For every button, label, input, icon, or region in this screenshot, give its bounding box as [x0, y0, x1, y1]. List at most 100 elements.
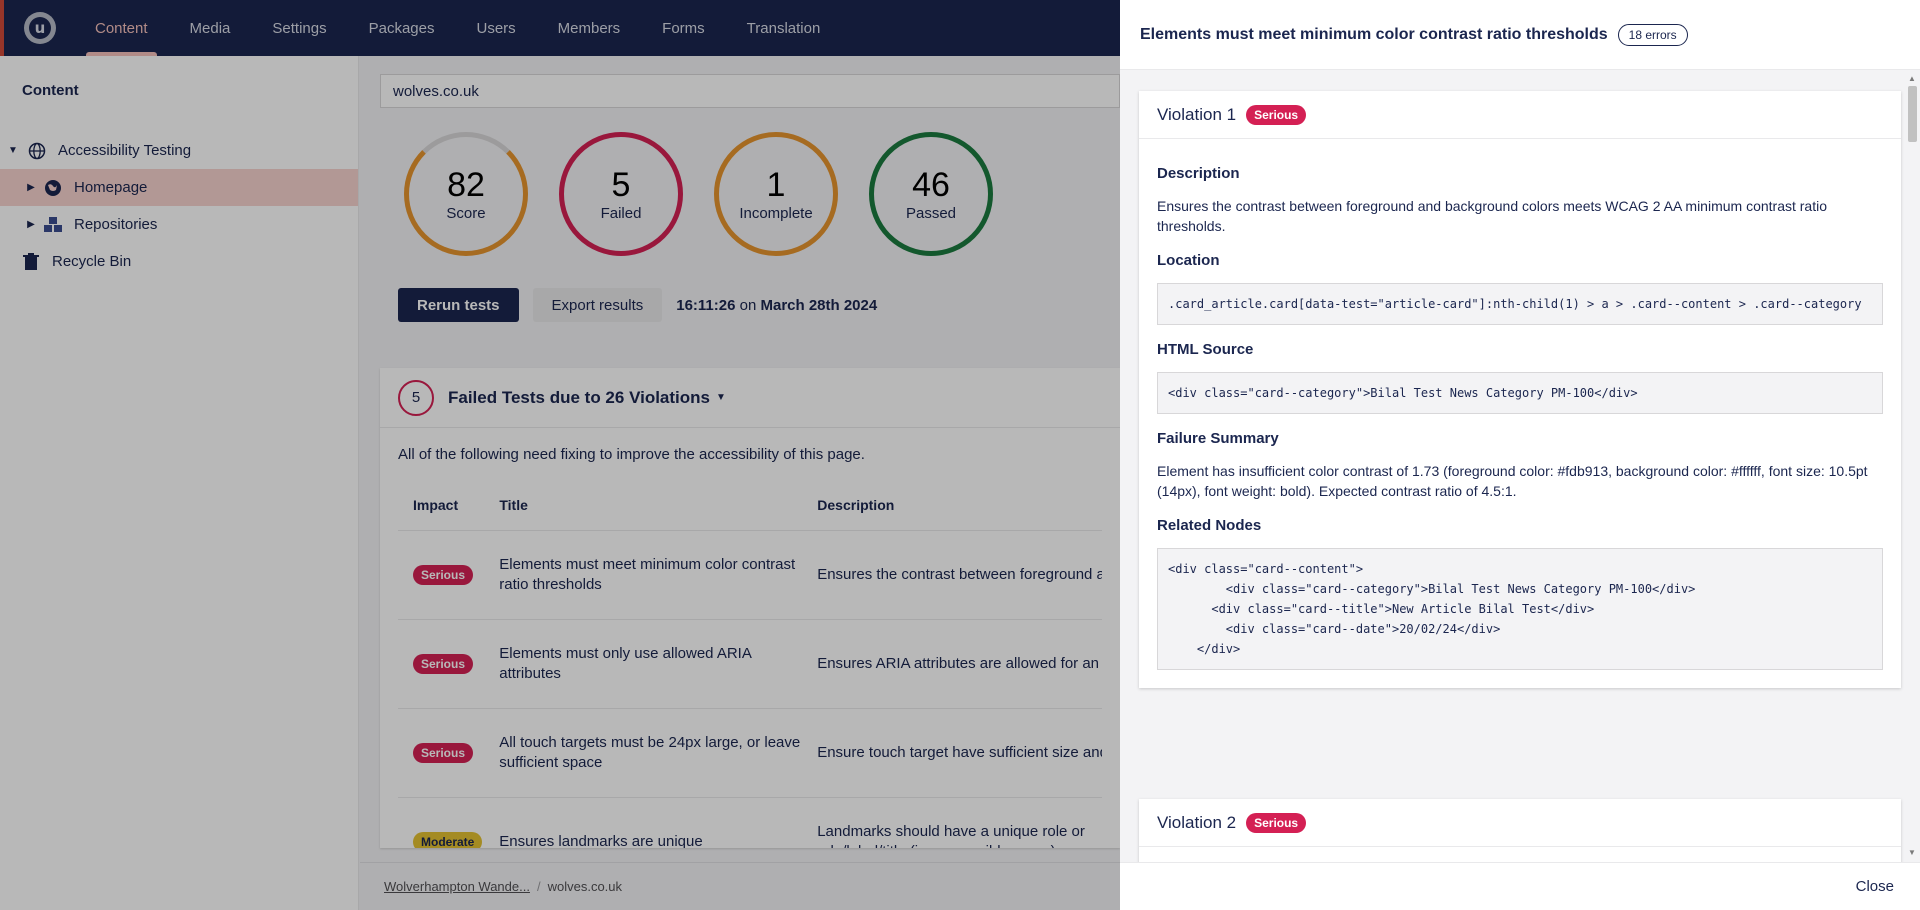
breadcrumb-current: wolves.co.uk [547, 879, 623, 894]
related-nodes-code: <div class="card--content"> <div class="… [1157, 548, 1883, 670]
table-row[interactable]: Moderate Ensures landmarks are unique La… [398, 798, 1102, 848]
panel-title: Elements must meet minimum color contras… [1140, 25, 1608, 43]
close-button[interactable]: Close [1855, 878, 1894, 895]
table-row[interactable]: Serious All touch targets must be 24px l… [398, 709, 1102, 798]
failed-label: Failed [600, 205, 642, 222]
score-label: Score [446, 205, 486, 222]
failure-summary-text: Element has insufficient color contrast … [1157, 463, 1868, 499]
passed-label: Passed [905, 205, 957, 222]
table-header: Impact Title Description [398, 480, 1102, 531]
html-source-label: HTML Source [1157, 341, 1254, 358]
nav-media[interactable]: Media [189, 19, 231, 37]
failure-summary-label: Failure Summary [1157, 430, 1279, 447]
row-title: Ensures landmarks are unique [499, 833, 703, 848]
scroll-down-icon[interactable]: ▼ [1908, 848, 1916, 857]
nav-settings[interactable]: Settings [272, 19, 327, 37]
breadcrumb-link[interactable]: Wolverhampton Wande... [384, 879, 530, 894]
incomplete-value: 1 [766, 166, 786, 204]
home-globe-icon [42, 177, 64, 199]
score-circle: 82 Score [404, 132, 528, 256]
panel-body[interactable]: Violation 1 Serious Description Ensures … [1120, 70, 1905, 862]
caret-right-icon[interactable]: ▶ [27, 182, 35, 193]
failed-tests-title: Failed Tests due to 26 Violations [448, 387, 710, 407]
tree-item-label: Recycle Bin [52, 253, 132, 270]
column-impact: Impact [413, 497, 459, 513]
location-code: .card_article.card[data-test="article-ca… [1157, 283, 1883, 325]
test-time: 16:11:26 [676, 296, 736, 314]
row-title: All touch targets must be 24px large, or… [499, 734, 801, 771]
tree-item-repositories[interactable]: ▶ Repositories [0, 206, 358, 243]
incomplete-label: Incomplete [739, 205, 813, 222]
test-timestamp: 16:11:26 on March 28th 2024 [676, 297, 877, 314]
tree-item-label: Accessibility Testing [58, 142, 192, 159]
violation-card: Violation 1 Serious Description Ensures … [1139, 91, 1901, 688]
row-title: Elements must meet minimum color contras… [499, 556, 796, 593]
tree-item-label: Repositories [74, 216, 158, 233]
content-tree: Content ▼ Accessibility Testing ▶ Homepa… [0, 56, 359, 910]
incomplete-circle: 1 Incomplete [714, 132, 838, 256]
timestamp-on: on [739, 296, 757, 314]
breadcrumb: Wolverhampton Wande... / wolves.co.uk [360, 862, 1120, 910]
row-description: Landmarks should have a unique role or r… [817, 823, 1085, 848]
impact-badge: Serious [413, 654, 474, 674]
cubes-icon [42, 214, 64, 236]
nav-content[interactable]: Content [74, 0, 169, 56]
row-description: Ensures the contrast between foreground … [817, 566, 1102, 583]
row-title: Elements must only use allowed ARIA attr… [499, 645, 752, 682]
caret-down-icon[interactable]: ▼ [8, 145, 18, 156]
scroll-thumb[interactable] [1908, 86, 1917, 142]
nav-users[interactable]: Users [476, 19, 516, 37]
panel-scrollbar[interactable]: ▲ ▼ [1905, 72, 1919, 862]
nav-forms[interactable]: Forms [662, 19, 705, 37]
test-date: March 28th 2024 [760, 296, 878, 314]
error-count-badge: 18 errors [1617, 23, 1688, 46]
panel-header: Elements must meet minimum color contras… [1120, 0, 1920, 70]
tree-item-recycle-bin[interactable]: Recycle Bin [0, 243, 358, 280]
score-summary: 82 Score 5 Failed 1 Incomplete 46 Passed [404, 132, 993, 256]
score-value: 82 [447, 166, 485, 204]
failed-value: 5 [611, 166, 631, 204]
impact-badge: Serious [1246, 104, 1307, 125]
nav-packages[interactable]: Packages [368, 19, 435, 37]
nav-translation[interactable]: Translation [746, 19, 821, 37]
umbraco-logo-icon[interactable]: u [24, 12, 56, 44]
violation-title: Violation 1 [1157, 104, 1237, 124]
column-title: Title [499, 497, 528, 513]
scroll-up-icon[interactable]: ▲ [1908, 74, 1916, 83]
impact-badge: Moderate [413, 832, 483, 848]
related-nodes-label: Related Nodes [1157, 517, 1262, 534]
location-label: Location [1157, 252, 1220, 269]
failed-tests-header[interactable]: 5 Failed Tests due to 26 Violations ▼ [380, 368, 1120, 428]
breadcrumb-separator: / [536, 879, 541, 894]
tree-item-homepage[interactable]: ▶ Homepage [0, 169, 358, 206]
failed-tests-card: 5 Failed Tests due to 26 Violations ▼ Al… [380, 368, 1120, 848]
description-label: Description [1157, 165, 1240, 182]
violation-card: Violation 2 Serious [1139, 799, 1901, 862]
violation-title: Violation 2 [1157, 812, 1237, 832]
failed-count-badge: 5 [398, 379, 434, 416]
tree-item-accessibility-testing[interactable]: ▼ Accessibility Testing [0, 132, 358, 169]
impact-badge: Serious [413, 565, 474, 585]
modal-backdrop[interactable] [0, 0, 1120, 910]
failed-circle: 5 Failed [559, 132, 683, 256]
nav-members[interactable]: Members [557, 19, 621, 37]
sidebar-title: Content [22, 82, 79, 99]
column-description: Description [817, 497, 895, 513]
html-source-code: <div class="card--category">Bilal Test N… [1157, 372, 1883, 414]
violation-detail-panel: Elements must meet minimum color contras… [1120, 0, 1920, 910]
rerun-tests-button[interactable]: Rerun tests [398, 288, 519, 322]
row-description: Ensures ARIA attributes are allowed for … [817, 655, 1102, 672]
panel-footer: Close [1120, 862, 1920, 910]
caret-down-icon[interactable]: ▼ [716, 392, 726, 403]
action-row: Rerun tests Export results 16:11:26 on M… [398, 288, 877, 322]
impact-badge: Serious [1246, 812, 1307, 833]
table-row[interactable]: Serious Elements must only use allowed A… [398, 620, 1102, 709]
violation-header: Violation 1 Serious [1139, 91, 1901, 139]
caret-right-icon[interactable]: ▶ [27, 219, 35, 230]
failed-tests-intro: All of the following need fixing to impr… [398, 446, 865, 463]
export-results-button[interactable]: Export results [532, 288, 663, 322]
passed-value: 46 [912, 166, 950, 204]
tree-item-label: Homepage [74, 179, 148, 196]
description-text: Ensures the contrast between foreground … [1157, 198, 1827, 234]
table-row[interactable]: Serious Elements must meet minimum color… [398, 531, 1102, 620]
